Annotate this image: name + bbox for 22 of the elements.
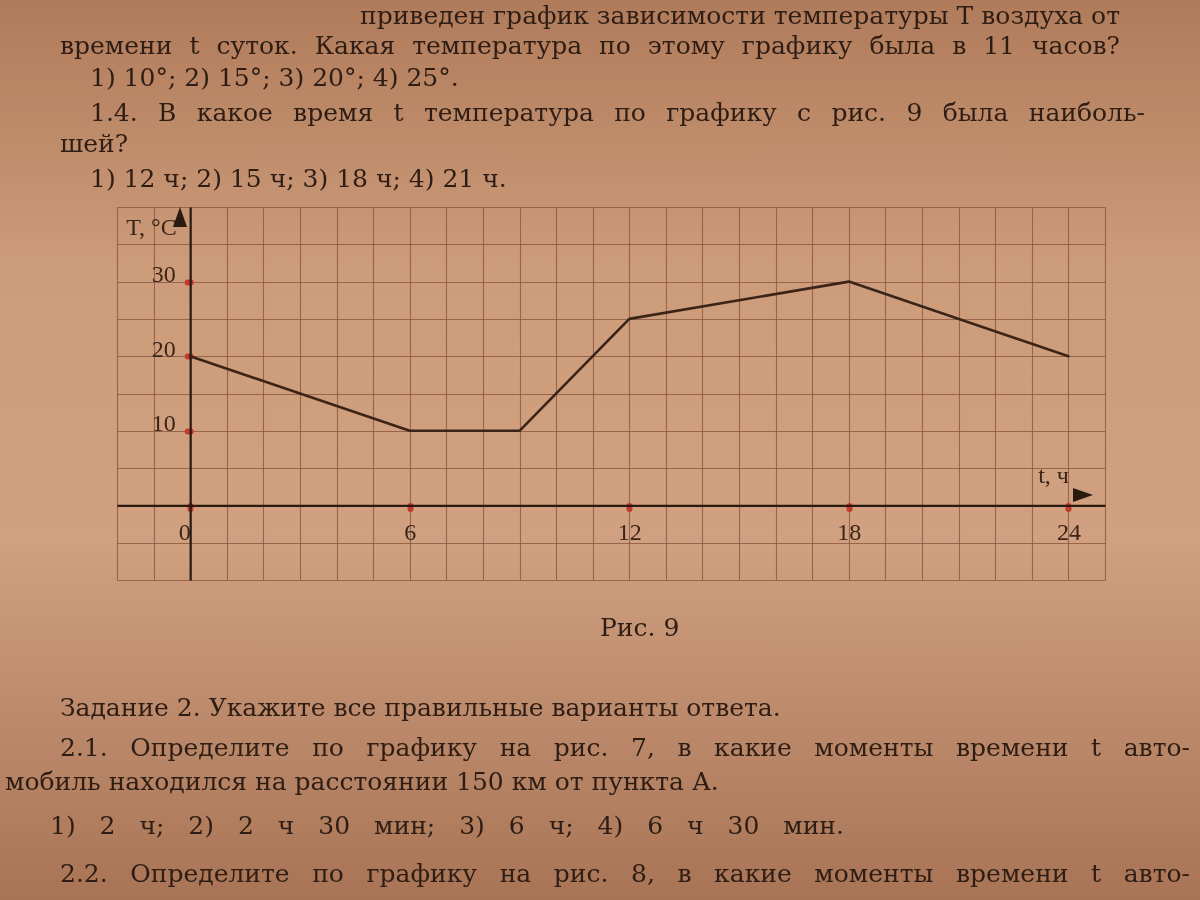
- text: шей?: [60, 128, 129, 160]
- text: 1) 2 ч; 2) 2 ч 30 мин; 3) 6 ч; 4) 6 ч 30 мин.: [50, 810, 844, 842]
- x-tick-label: 12: [617, 518, 642, 545]
- x-tick-label: 0: [178, 518, 191, 545]
- text: 2.2. Определите по графику на рис. 8, в какие моменты времени t авто-: [60, 858, 1190, 890]
- text: 1) 10°; 2) 15°; 3) 20°; 4) 25°.: [90, 62, 459, 94]
- text: 1) 12 ч; 2) 15 ч; 3) 18 ч; 4) 21 ч.: [90, 163, 507, 195]
- text: времени t суток. Какая температура по этому графику была в 11 часов?: [60, 30, 1120, 62]
- text: мобиль находился на расстоянии 150 км от пункта А.: [5, 766, 719, 798]
- y-axis-title: T, °C: [126, 213, 177, 240]
- text: 1.4. В какое время t температура по графику с рис. 9 была наиболь-: [90, 97, 1145, 129]
- text: 2.1. Определите по графику на рис. 7, в какие моменты времени t авто-: [60, 732, 1190, 764]
- x-axis-title: t, ч: [1038, 461, 1069, 488]
- x-tick-label: 18: [837, 518, 862, 545]
- text: приведен график зависимости температуры T воздуха от: [360, 0, 1120, 32]
- y-tick-label: 30: [151, 261, 176, 288]
- y-tick-label: 20: [151, 335, 176, 362]
- x-tick-label: 6: [404, 518, 417, 545]
- text: Задание 2. Укажите все правильные варианты ответа.: [60, 692, 781, 724]
- y-tick-label: 10: [151, 410, 176, 437]
- text: Рис. 9: [600, 612, 680, 644]
- x-tick-label: 24: [1056, 518, 1081, 545]
